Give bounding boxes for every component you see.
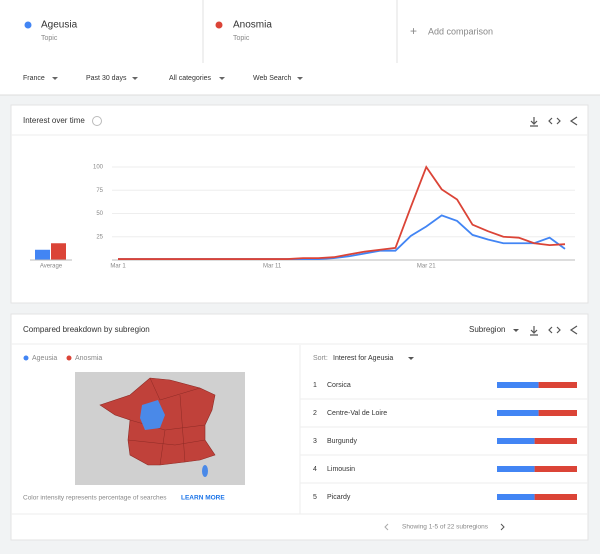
legend-label: Ageusia xyxy=(32,355,57,362)
share-bar xyxy=(538,382,577,388)
share-bar xyxy=(497,382,539,388)
resolution-select[interactable]: Subregion xyxy=(469,325,505,334)
rank: 3 xyxy=(313,438,317,445)
x-tick-label: Mar 1 xyxy=(110,264,126,270)
share-icon[interactable] xyxy=(569,325,578,335)
help-icon[interactable] xyxy=(92,116,102,126)
card xyxy=(10,104,589,304)
blue-region xyxy=(140,400,165,430)
card-icons xyxy=(530,116,578,127)
legend-label: Anosmia xyxy=(75,355,102,362)
share-icon[interactable] xyxy=(569,116,578,126)
card-icons xyxy=(530,325,578,336)
share-bar xyxy=(534,466,577,472)
share-bar xyxy=(538,410,577,416)
pagination: Showing 1-5 of 22 subregions xyxy=(402,524,489,531)
subregion-name: Picardy xyxy=(327,494,351,501)
x-tick-label: Mar 11 xyxy=(263,264,282,270)
average-bar xyxy=(51,243,66,260)
rank: 2 xyxy=(313,410,317,417)
share-bar xyxy=(497,438,535,444)
rank: 4 xyxy=(313,466,317,473)
caret xyxy=(132,77,138,80)
rank: 1 xyxy=(313,382,317,389)
filter[interactable]: Web Search xyxy=(253,75,291,82)
share-bar xyxy=(497,466,535,472)
comparison-bar xyxy=(0,0,600,63)
caret xyxy=(513,329,519,332)
download-icon[interactable] xyxy=(530,117,538,127)
add-comparison[interactable]: Add comparison xyxy=(428,26,493,36)
subregion-name: Limousin xyxy=(327,466,355,473)
y-tick-label: 25 xyxy=(96,234,103,240)
subregion-name: Centre-Val de Loire xyxy=(327,410,387,417)
y-tick-label: 75 xyxy=(96,188,103,194)
subregion-name: Corsica xyxy=(327,382,351,389)
prev-page[interactable] xyxy=(384,523,389,531)
map[interactable] xyxy=(75,372,245,485)
x-tick-label: Mar 21 xyxy=(417,264,436,270)
sort-label: Sort: xyxy=(313,355,328,362)
share-bar xyxy=(534,494,577,500)
legend-dot xyxy=(23,355,29,361)
y-tick-label: 50 xyxy=(96,211,103,217)
color-dot xyxy=(24,21,32,29)
y-tick-label: 100 xyxy=(93,165,104,171)
filter[interactable]: France xyxy=(23,75,45,82)
next-page[interactable] xyxy=(500,523,505,531)
subregion-name: Burgundy xyxy=(327,438,357,445)
learn-more-link[interactable]: LEARN MORE xyxy=(181,495,225,502)
region-borders xyxy=(127,377,206,466)
card-title: Compared breakdown by subregion xyxy=(23,325,150,334)
filter[interactable]: Past 30 days xyxy=(86,75,127,82)
caret xyxy=(408,357,414,360)
map-note: Color intensity represents percentage of… xyxy=(23,495,167,502)
embed-icon[interactable] xyxy=(548,117,561,125)
term-type: Topic xyxy=(233,35,250,42)
share-bar xyxy=(497,410,539,416)
sort-select[interactable]: Interest for Ageusia xyxy=(333,355,393,362)
legend-dot xyxy=(66,355,72,361)
term[interactable]: Ageusia xyxy=(41,20,78,31)
corsica-region xyxy=(202,465,208,477)
embed-icon[interactable] xyxy=(548,326,561,334)
term-type: Topic xyxy=(41,35,58,42)
share-bar xyxy=(534,438,577,444)
caret xyxy=(297,77,303,80)
color-dot xyxy=(215,21,223,29)
card-title: Interest over time xyxy=(23,116,85,125)
line-series xyxy=(118,165,566,260)
rank: 5 xyxy=(313,494,317,501)
share-bar xyxy=(497,494,535,500)
average-bar xyxy=(35,249,50,260)
download-icon[interactable] xyxy=(530,326,538,336)
average-label: Average xyxy=(40,264,63,270)
caret xyxy=(52,77,58,80)
plus-icon[interactable]: + xyxy=(410,24,417,38)
filter[interactable]: All categories xyxy=(169,75,212,82)
term[interactable]: Anosmia xyxy=(233,20,272,31)
filters: France Past 30 days All categories Web S… xyxy=(23,75,303,82)
caret xyxy=(219,77,225,80)
